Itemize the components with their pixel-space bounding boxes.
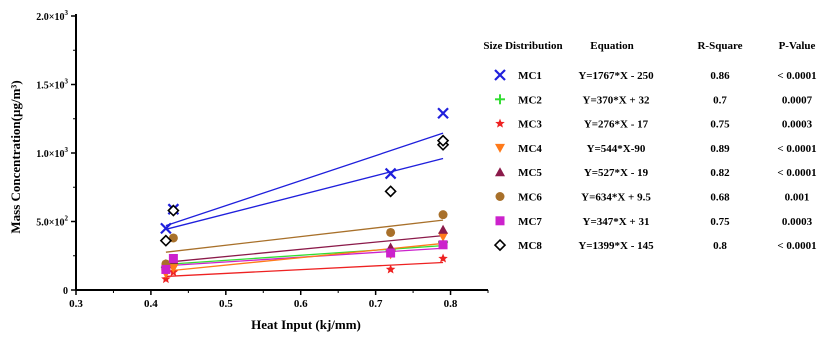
legend-series-name: MC4	[518, 143, 542, 155]
legend-series-name: MC3	[518, 119, 542, 131]
fit-line-mc4	[165, 242, 444, 272]
legend-equation: Y=634*X + 9.5	[581, 192, 651, 204]
y-tick-mantissa: 1.0×10	[36, 149, 64, 160]
legend-r-square: 0.75	[710, 216, 730, 228]
data-point-mc8	[167, 204, 180, 217]
data-points	[159, 107, 450, 284]
data-point-mc4	[168, 264, 179, 274]
fit-line-mc8	[165, 157, 444, 230]
legend-r-square: 0.82	[710, 167, 730, 179]
legend-marker-mc4	[495, 143, 505, 153]
legend-equation: Y=544*X-90	[587, 143, 646, 155]
legend-equation: Y=1399*X - 145	[578, 240, 654, 252]
legend-marker-mc3	[495, 118, 505, 128]
legend-equation: Y=1767*X - 250	[578, 70, 654, 82]
x-tick-label: 0.6	[294, 298, 308, 310]
legend-equation: Y=347*X + 31	[583, 216, 650, 228]
y-tick-label: 2.0×103	[36, 9, 68, 23]
legend-r-square: 0.86	[710, 70, 730, 82]
fit-line-mc3	[165, 261, 444, 278]
x-tick-label: 0.7	[369, 298, 383, 310]
data-point-mc3	[161, 274, 171, 284]
data-point-mc1	[384, 167, 397, 180]
data-point-mc7	[438, 240, 448, 250]
y-tick-mantissa: 1.5×10	[36, 81, 64, 92]
legend-header-equation: Equation	[590, 40, 633, 52]
y-tick-exponent: 3	[65, 146, 69, 154]
legend-marker-mc1	[494, 69, 506, 81]
legend-header-distribution: Size Distribution	[483, 40, 562, 52]
legend-p-value: < 0.0001	[777, 70, 816, 82]
legend-series-name: MC8	[518, 240, 542, 252]
y-tick-mantissa: 5.0×10	[36, 218, 64, 229]
data-point-mc5	[438, 224, 449, 234]
legend-r-square: 0.8	[713, 240, 727, 252]
fit-line-mc2	[165, 244, 444, 266]
legend-r-square: 0.68	[710, 192, 730, 204]
fit-lines	[165, 132, 444, 278]
legend-equation: Y=276*X - 17	[584, 119, 649, 131]
x-tick-label: 0.3	[69, 298, 83, 310]
y-tick-label: 1.0×103	[36, 146, 68, 160]
data-point-mc7	[168, 253, 178, 263]
x-tick-label: 0.8	[444, 298, 458, 310]
legend-r-square: 0.89	[710, 143, 730, 155]
legend-marker-mc6	[495, 192, 505, 201]
legend-marker-mc8	[493, 238, 507, 252]
y-tick-label: 5.0×102	[36, 215, 68, 229]
legend-header-p-value: P-Value	[779, 40, 816, 52]
y-tick-exponent: 3	[65, 78, 69, 86]
y-tick-mantissa: 0	[63, 286, 68, 297]
legend-p-value: 0.0007	[782, 94, 813, 106]
data-point-mc8	[436, 134, 450, 147]
x-tick-label: 0.5	[219, 298, 233, 310]
y-tick-exponent: 2	[65, 215, 69, 223]
fit-line-mc1	[165, 132, 444, 227]
fit-line-mc6	[165, 219, 444, 253]
legend-equation: Y=527*X - 19	[584, 167, 649, 179]
legend-marker-mc2	[495, 94, 505, 105]
legend-p-value: < 0.0001	[777, 167, 816, 179]
legend-table: Size Distribution Equation R-Square P-Value…	[483, 40, 816, 252]
data-point-mc3	[438, 253, 448, 263]
y-tick-mantissa: 2.0×10	[36, 12, 64, 23]
data-point-mc7	[386, 248, 396, 258]
data-point-mc6	[438, 210, 448, 220]
legend-series-name: MC2	[518, 94, 542, 106]
legend-marker-mc5	[495, 167, 505, 177]
legend-series-name: MC5	[518, 167, 542, 179]
legend-equation: Y=370*X + 32	[583, 94, 650, 106]
data-point-mc6	[386, 227, 396, 237]
x-tick-label: 0.4	[144, 298, 158, 310]
x-axis-label: Heat Input (kj/mm)	[251, 317, 361, 332]
axes: 0.3 0.4 0.5 0.6 0.7 0.805.0×1021.0×1031.5×103…	[8, 9, 489, 332]
data-point-mc4	[438, 232, 449, 242]
legend-p-value: < 0.0001	[777, 143, 816, 155]
legend-marker-mc7	[495, 216, 505, 226]
legend-header-r-square: R-Square	[697, 40, 742, 52]
y-tick-exponent: 3	[65, 9, 69, 17]
data-point-mc1	[160, 222, 172, 235]
data-point-mc1	[437, 107, 449, 120]
legend-p-value: 0.0003	[782, 216, 813, 228]
data-point-mc8	[159, 234, 173, 247]
legend-series-name: MC7	[518, 216, 542, 228]
legend-r-square: 0.7	[713, 94, 727, 106]
legend-p-value: 0.0003	[782, 119, 813, 131]
y-tick-label: 1.5×103	[36, 78, 68, 92]
legend-p-value: < 0.0001	[777, 240, 816, 252]
data-point-mc7	[161, 264, 171, 274]
legend-r-square: 0.75	[710, 119, 730, 131]
legend-series-name: MC6	[518, 192, 542, 204]
y-tick-label: 0	[63, 286, 68, 297]
fit-line-mc5	[165, 234, 444, 263]
legend-p-value: 0.001	[785, 192, 810, 204]
y-axis-label: Mass Concentration(µg/m³)	[8, 80, 23, 233]
legend-series-name: MC1	[518, 70, 542, 82]
data-point-mc8	[384, 185, 397, 198]
data-point-mc3	[385, 264, 396, 274]
